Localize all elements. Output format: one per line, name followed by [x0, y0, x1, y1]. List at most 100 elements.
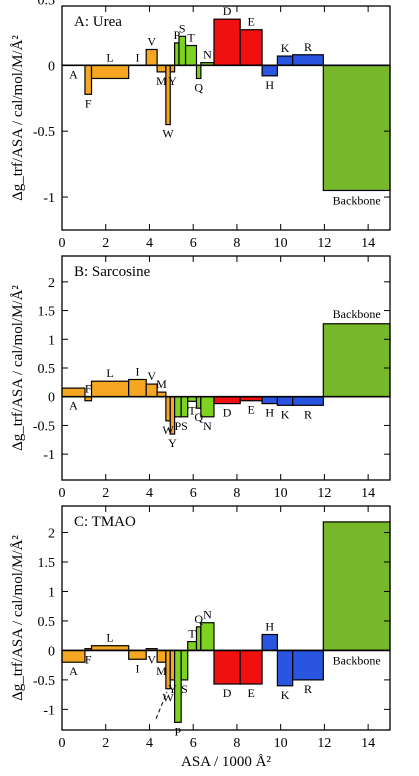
panel-b-bar-label-l: L [106, 366, 113, 380]
panel-c-bar-a [61, 649, 86, 663]
panel-b-bar-d [213, 396, 241, 405]
panel-a-xtick-label: 10 [274, 236, 288, 251]
panel-c-bar-label-k: K [281, 688, 290, 702]
panel-a-bar-backbone [322, 64, 391, 192]
panel-c-bar-label-i: I [135, 661, 139, 675]
x-axis-title: ASA / 1000 Å² [181, 754, 271, 770]
panel-b-bar-label-i: I [135, 364, 139, 378]
panel-a-bar-label-f: F [85, 96, 92, 110]
panel-c-bar-backbone [322, 521, 391, 652]
panel-a-title: A: Urea [74, 14, 122, 30]
panel-a-xtick-label: 8 [233, 236, 240, 251]
panel-b-bar-label-w: W [162, 423, 174, 437]
panel-a-ytick-label: -0.5 [33, 125, 55, 140]
panel-b-ytick-label: 2 [48, 276, 55, 291]
panel-b-ytick-label: -1 [43, 448, 55, 463]
panel-a-xtick-label: 0 [59, 236, 66, 251]
panel-c-title: C: TMAO [74, 514, 136, 530]
panel-b-bar-label-v: V [147, 369, 156, 383]
panel-c-bar-label-p: P [175, 724, 182, 738]
panel-a-bar-label-e: E [247, 15, 254, 29]
panel-b-xtick-label: 8 [233, 486, 240, 501]
panel-a-bar-label-backbone: Backbone [333, 193, 381, 207]
panel-c-xtick-label: 2 [102, 736, 109, 751]
panel-b-bar-label-n: N [203, 419, 212, 433]
panel-a-xtick-label: 14 [361, 236, 375, 251]
panel-c-bar-m [156, 649, 167, 663]
panel-b-bar-p [174, 396, 182, 418]
panel-c-ytick-label: 0.5 [38, 615, 56, 630]
panel-c-bar-d [213, 649, 241, 685]
panel-b-title: B: Sarcosine [74, 264, 151, 280]
panel-c-bar-label-f: F [85, 652, 92, 666]
panel-b-ytick-label: 0 [48, 391, 55, 406]
panel-a-xtick-label: 2 [102, 236, 109, 251]
panel-a: A F L IV M W Y PST Q N D E H K R Backbone 0.5 0 -0.5 -1 0 2 4 6… [10, 0, 391, 251]
panel-b-bar-q [195, 396, 202, 409]
panel-a-bar-h [261, 64, 278, 77]
panel-a-bar-r [292, 54, 324, 66]
panel-a-bar-label-n: N [203, 48, 212, 62]
panel-a-bar-label-d: D [223, 4, 232, 18]
panel-c-bar-i [128, 649, 147, 660]
panel-b-xtick-label: 6 [190, 486, 197, 501]
panel-c-bar-label-h: H [265, 620, 274, 634]
panel-c-bar-label-s: S [181, 682, 188, 696]
panel-b-bar-label-m: M [156, 377, 167, 391]
panel-b-bar-label-e: E [247, 403, 254, 417]
panel-c-bar-label-y: Y [168, 682, 177, 696]
panel-a-bar-label-t: T [187, 31, 195, 45]
panel-b-bar-a [61, 387, 86, 398]
panel-b-bar-l [90, 380, 130, 398]
panel-a-bar-label-y: Y [168, 74, 177, 88]
panel-c-ytick-label: -1 [43, 703, 55, 718]
panel-c-bar-label-e: E [247, 686, 254, 700]
panel-b-xtick-label: 14 [361, 486, 375, 501]
panel-a-bar-e [239, 29, 263, 66]
panel-b-bar-label-h: H [265, 406, 274, 420]
panel-b-ylabel: Δg_trf/ASA / cal/mol/M/Å² [10, 285, 26, 451]
panel-a-bar-label-i: I [135, 50, 139, 64]
panel-a-bar-label-h: H [265, 78, 274, 92]
panel-a-xtick-label: 4 [146, 236, 153, 251]
panel-c-ytick-label: 1.5 [38, 556, 56, 571]
panel-c-bar-s [180, 649, 189, 681]
panel-a-bar-p [174, 42, 180, 66]
panel-b-bar-label-q: Q [194, 410, 203, 424]
panel-c-ylabel: Δg_trf/ASA / cal/mol/M/Å² [10, 535, 26, 701]
panel-b-bar-i [128, 378, 147, 398]
panel-b-bar-h [261, 396, 278, 405]
panel-a-bar-label-r: R [304, 40, 312, 54]
panel-c-ytick-label: 1 [48, 585, 55, 600]
panel-a-bar-label-m: M [156, 74, 167, 88]
panel-c-xtick-label: 4 [146, 736, 153, 751]
panel-b-bar-r [292, 396, 324, 406]
panel-a-bar-y [169, 64, 176, 73]
panel-a-bar-label-w: W [162, 127, 174, 141]
panel-c-xtick-label: 0 [59, 736, 66, 751]
panel-a-bar-label-s: S [179, 21, 186, 35]
panel-c-bar-label-a: A [69, 664, 78, 678]
panel-a-xtick-label: 12 [317, 236, 331, 251]
panel-b-ytick-label: -0.5 [33, 419, 55, 434]
panel-b-bar-k [276, 396, 294, 406]
panel-a-bar-label-p: P [173, 28, 180, 42]
panel-a-bar-k [276, 55, 294, 66]
panel-b-bar-backbone [322, 323, 391, 398]
panel-c-ytick-label: 2 [48, 527, 55, 542]
panel-a-bar-label-a: A [69, 67, 78, 81]
panel-c-bar-h [261, 633, 278, 652]
panel-c-bar-label-q: Q [194, 612, 203, 626]
panel-a-ylabel: Δg_trf/ASA / cal/mol/M/Å² [10, 35, 26, 201]
panel-a-ytick-label: 0 [48, 59, 55, 74]
panel-b-xtick-label: 2 [102, 486, 109, 501]
panel-c-bar-label-l: L [106, 631, 113, 645]
panel-a-bar-f [84, 64, 93, 95]
panel-c-ytick-label: 0 [48, 644, 55, 659]
panel-c-bar-label-w: W [162, 691, 174, 705]
panel-c-xtick-label: 10 [274, 736, 288, 751]
panel-a-ytick-label: -1 [43, 191, 55, 206]
